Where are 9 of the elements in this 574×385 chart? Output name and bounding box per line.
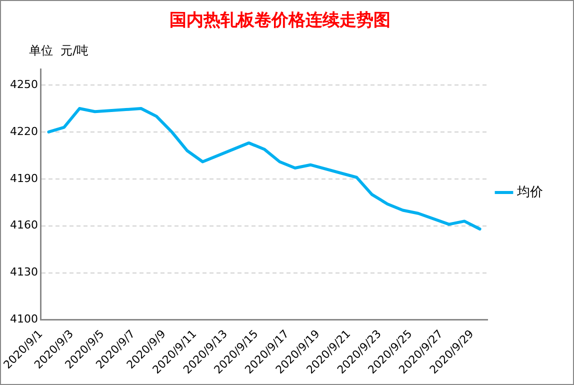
y-tick-label: 4160 — [10, 218, 38, 232]
chart-title: 国内热轧板卷价格连续走势图 — [170, 10, 390, 31]
y-tick-label: 4220 — [10, 124, 38, 138]
y-axis-title: 单位 元/吨 — [28, 44, 89, 58]
y-tick-label: 4250 — [10, 78, 38, 91]
y-tick-label: 4130 — [10, 266, 38, 279]
y-tick-label: 4190 — [10, 172, 38, 185]
y-tick-label: 4100 — [10, 312, 38, 326]
legend-label: 均价 — [516, 184, 543, 200]
